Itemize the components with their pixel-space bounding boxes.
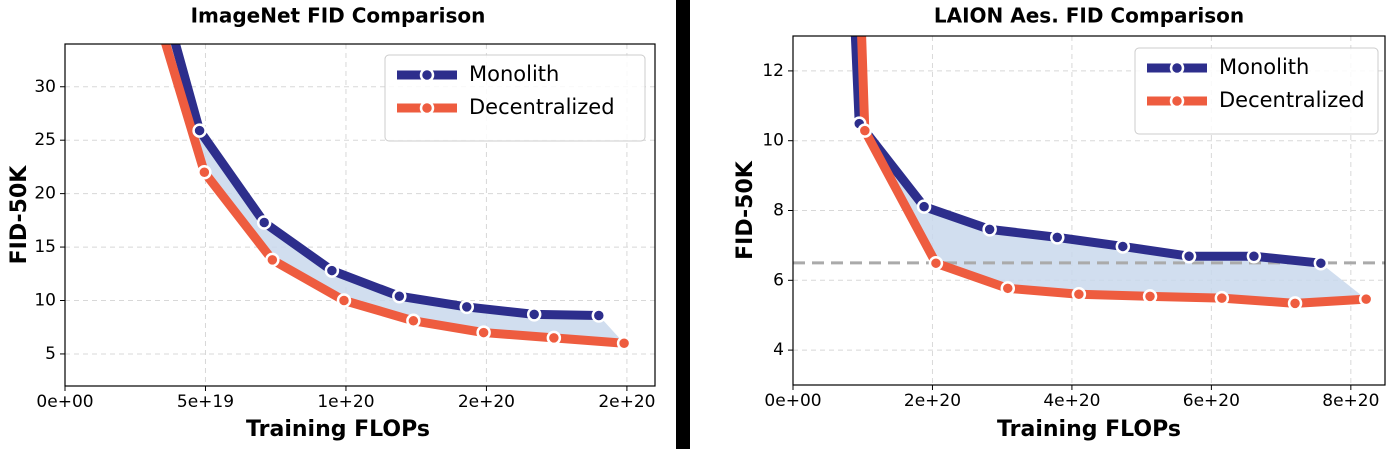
data-point (916, 199, 932, 214)
x-tick-label: 2e+20 (458, 392, 515, 412)
y-tick-label: 5 (45, 344, 56, 364)
data-point (1142, 289, 1158, 304)
y-tick-label: 6 (773, 270, 784, 290)
data-point (336, 293, 352, 308)
legend-marker (419, 67, 435, 83)
plot-area (793, 36, 1385, 311)
data-point (1181, 248, 1197, 264)
data-point (392, 288, 407, 304)
data-point (324, 263, 340, 278)
data-point (1313, 255, 1329, 271)
data-point (1115, 239, 1131, 254)
data-point (546, 330, 562, 346)
data-point (1050, 230, 1065, 245)
data-point (1000, 281, 1016, 296)
y-axis-label: FID-50K (733, 160, 758, 260)
x-tick-label: 8e+20 (1322, 391, 1379, 411)
data-point (591, 308, 607, 323)
data-point (459, 299, 475, 315)
x-tick-label: 5e+19 (177, 392, 234, 412)
y-tick-label: 12 (762, 61, 784, 81)
x-tick-label: 1e+20 (317, 392, 374, 412)
data-point (197, 165, 212, 180)
y-tick-label: 4 (773, 340, 784, 360)
y-tick-label: 8 (773, 201, 784, 221)
y-tick-label: 10 (34, 291, 56, 311)
series-line (170, 44, 599, 320)
legend-label: Decentralized (469, 95, 615, 119)
data-point (265, 252, 280, 268)
legend: Monolith Decentralized (384, 54, 646, 142)
y-tick-label: 25 (34, 130, 56, 150)
data-point (256, 215, 272, 230)
y-tick-label: 10 (762, 131, 784, 151)
data-point (982, 222, 997, 237)
x-axis-label: Training FLOPs (997, 417, 1181, 442)
gap-fill (855, 36, 1367, 304)
data-point (406, 313, 421, 329)
x-tick-label: 4e+20 (1043, 391, 1100, 411)
legend-marker (419, 100, 435, 116)
legend-label: Monolith (1219, 55, 1309, 79)
x-tick-label: 2e+20 (598, 392, 655, 412)
chart-title: LAION Aes. FID Comparison (934, 4, 1244, 28)
legend-marker (1169, 60, 1185, 76)
x-tick-label: 0e+00 (36, 392, 93, 412)
y-tick-label: 30 (34, 77, 56, 97)
x-axis-label: Training FLOPs (246, 417, 430, 442)
data-point (1358, 291, 1374, 307)
legend-label: Decentralized (1219, 88, 1365, 112)
y-tick-label: 20 (34, 184, 56, 204)
series-line (161, 44, 625, 348)
chart: LAION Aes. FID Comparison Training FLOPs F… (733, 4, 1386, 442)
data-point (192, 123, 207, 138)
plot-area (161, 44, 632, 351)
axes-frame (792, 35, 1386, 386)
data-point (1287, 296, 1303, 311)
x-tick-label: 0e+00 (764, 391, 821, 411)
data-point (526, 307, 542, 322)
chart-title: ImageNet FID Comparison (191, 4, 486, 28)
data-point (1071, 287, 1087, 302)
legend-marker (1169, 93, 1185, 109)
y-axis-label: FID-50K (7, 165, 32, 265)
chart: ImageNet FID Comparison Training FLOPs FID… (7, 4, 656, 442)
y-tick-label: 15 (34, 237, 56, 257)
data-point (928, 255, 944, 271)
x-tick-label: 2e+20 (904, 391, 961, 411)
data-point (1246, 248, 1262, 264)
data-point (616, 336, 632, 351)
x-tick-label: 6e+20 (1183, 391, 1240, 411)
axes-frame (64, 43, 656, 387)
legend-label: Monolith (469, 62, 559, 86)
legend: Monolith Decentralized (1134, 47, 1379, 135)
data-point (476, 325, 491, 340)
data-point (857, 123, 873, 138)
data-point (1214, 290, 1230, 306)
